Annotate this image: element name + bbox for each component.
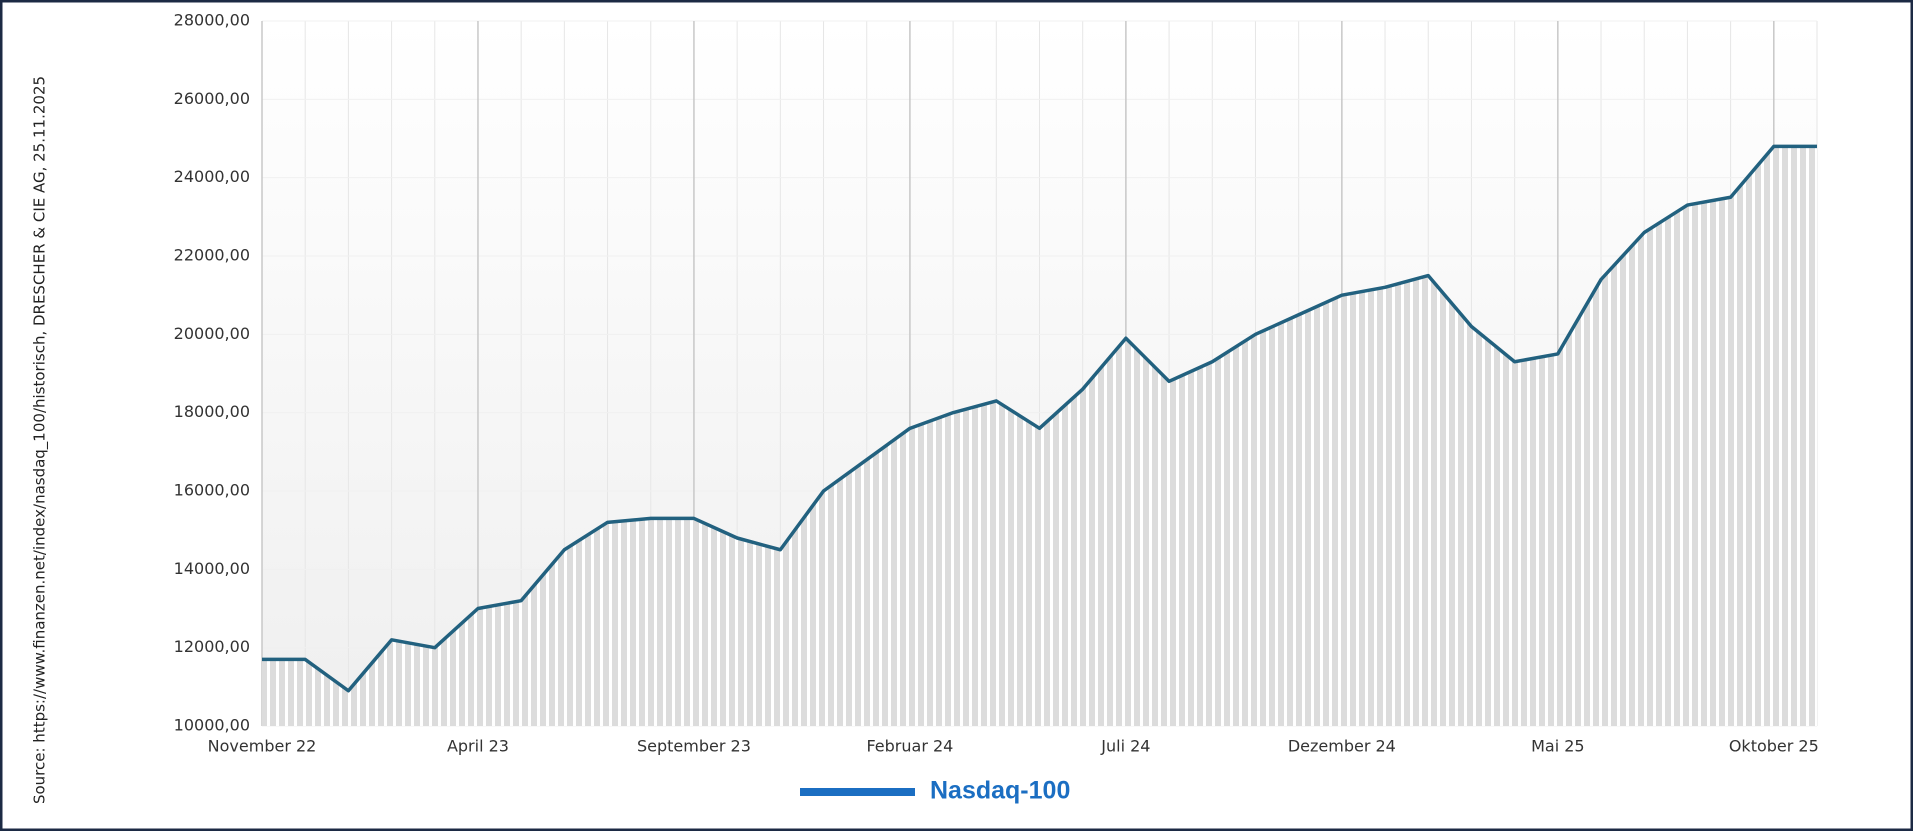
x-tick-label: November 22	[208, 737, 317, 756]
y-tick-label: 10000,00	[174, 716, 250, 735]
y-tick-label: 28000,00	[174, 11, 250, 30]
x-tick-label: April 23	[447, 737, 509, 756]
x-tick-label: Juli 24	[1100, 737, 1150, 756]
y-tick-label: 16000,00	[174, 481, 250, 500]
x-tick-label: Mai 25	[1531, 737, 1585, 756]
area	[262, 146, 1817, 727]
y-tick-label: 18000,00	[174, 402, 250, 421]
x-tick-label: Dezember 24	[1288, 737, 1396, 756]
x-tick-label: Oktober 25	[1729, 737, 1819, 756]
y-tick-label: 26000,00	[174, 89, 250, 108]
source-note: Source: https://www.finanzen.net/index/n…	[31, 76, 50, 804]
x-tick-label: Februar 24	[866, 737, 953, 756]
y-tick-label: 12000,00	[174, 637, 250, 656]
y-tick-label: 20000,00	[174, 324, 250, 343]
line	[262, 144, 1817, 693]
y-tick-label: 22000,00	[174, 246, 250, 265]
y-tick-label: 24000,00	[174, 167, 250, 186]
legend-label: Nasdaq-100	[930, 777, 1070, 805]
y-tick-label: 14000,00	[174, 559, 250, 578]
x-tick-label: September 23	[637, 737, 751, 756]
